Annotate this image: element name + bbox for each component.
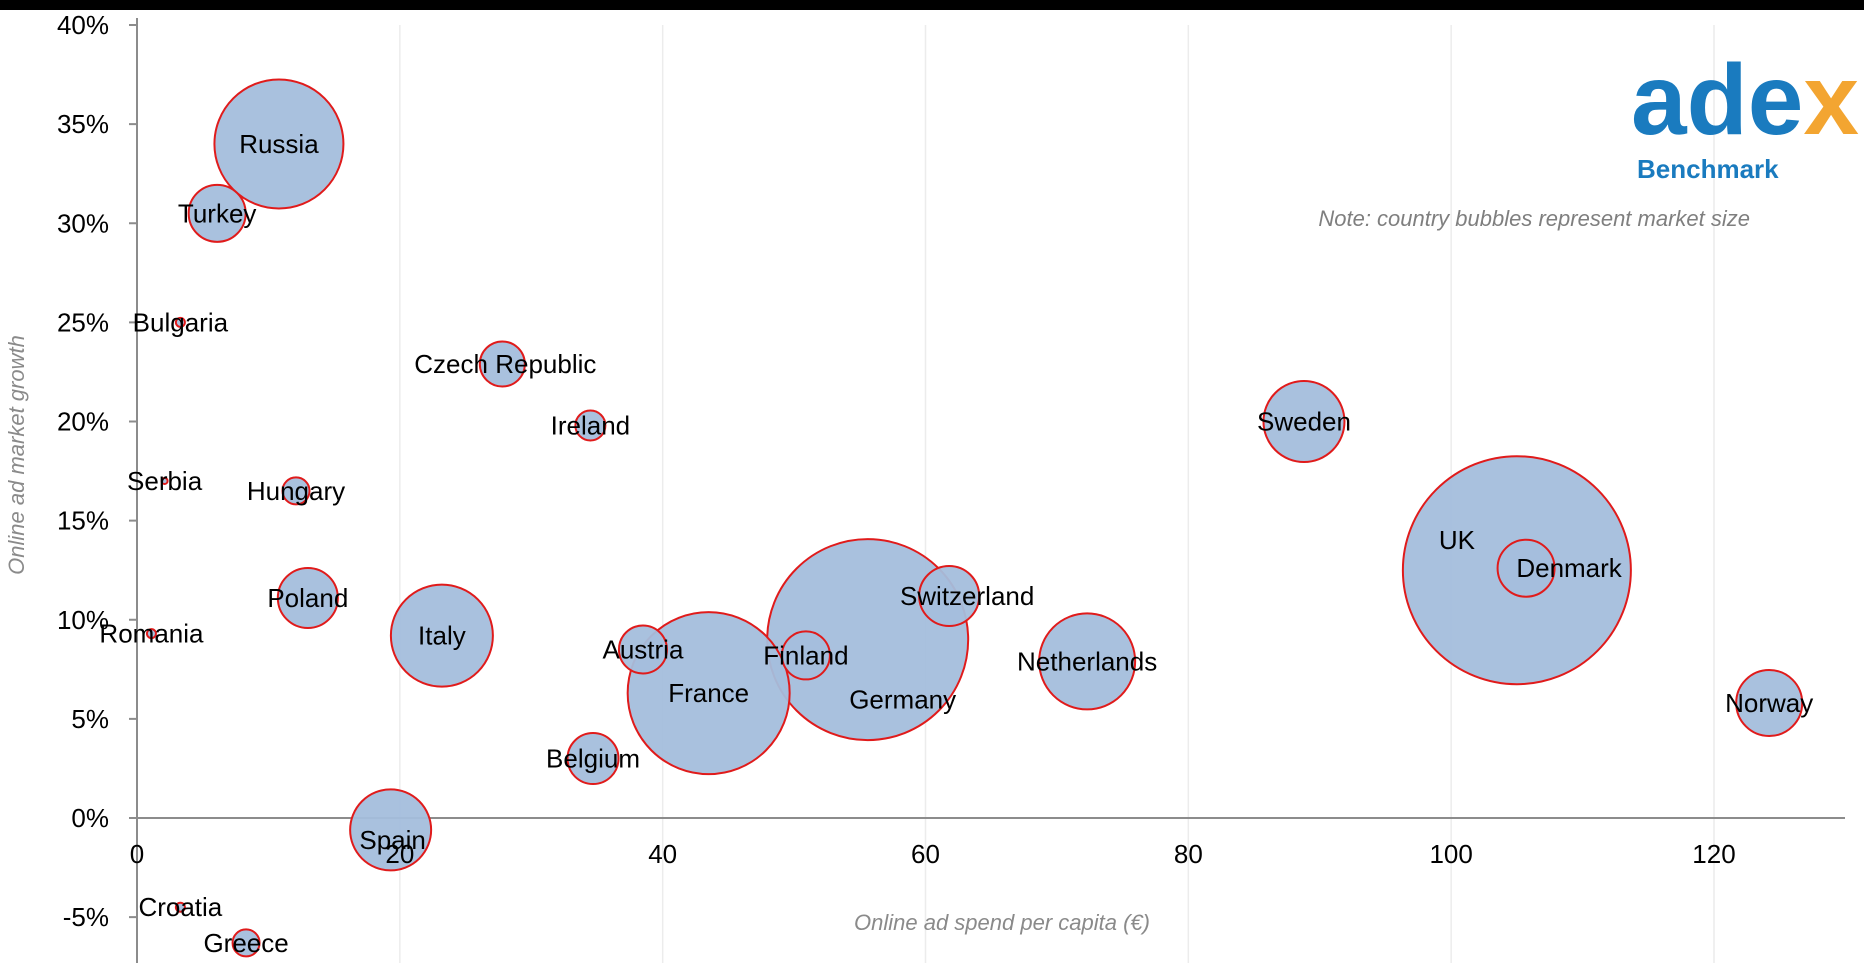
bubble-label-norway: Norway [1725,688,1813,718]
logo-main-text: ade [1631,44,1803,156]
bubble-label-italy: Italy [418,621,466,651]
bubble-label-turkey: Turkey [178,198,257,228]
y-tick-label: 10% [57,605,109,635]
bubble-greece [231,928,261,958]
y-tick-label: -5% [63,902,109,932]
logo-subtitle: Benchmark [1637,154,1779,184]
adex-logo: adex Benchmark [1631,44,1859,184]
bubble-label-ireland: Ireland [551,410,631,440]
y-tick-label: 40% [57,10,109,40]
bubble-austria [617,624,668,675]
bubble-label-netherlands: Netherlands [1017,646,1157,676]
bubble-serbia [160,476,169,485]
bubble-label-croatia: Croatia [138,892,222,922]
bubble-label-france: France [668,678,749,708]
top-border [0,0,1864,10]
bubble-france [626,611,791,776]
bubble-croatia [174,901,186,913]
bubble-label-switzerland: Switzerland [900,581,1034,611]
x-tick-label: 0 [130,839,144,869]
bubble-hungary [281,476,311,506]
bubble-label-greece: Greece [203,928,288,958]
bubble-norway [1735,669,1804,738]
bubble-finland [780,630,831,681]
bubble-sweden [1262,380,1346,463]
y-tick-label: 25% [57,307,109,337]
x-axis-label: Online ad spend per capita (€) [854,910,1150,935]
bubble-spain [349,788,433,872]
y-tick-label: 0% [71,803,109,833]
bubble-denmark [1496,538,1556,598]
x-tick-label: 20 [385,839,414,869]
bubble-label-finland: Finland [763,640,848,670]
bubble-label-uk: UK [1439,525,1476,555]
bubble-turkey [187,183,247,243]
logo-x-letter: x [1803,44,1859,156]
x-tick-label: 80 [1174,839,1203,869]
bubble-label-bulgaria: Bulgaria [133,307,229,337]
logo-text: adex [1631,44,1859,156]
y-tick-label: 5% [71,704,109,734]
bubble-label-belgium: Belgium [546,744,640,774]
y-tick-labels: -5% 0% 5% 10% 15% 20% 25% 30% 35% 40% [57,10,109,932]
bubble-label-spain: Spain [359,825,426,855]
bubble-bulgaria [174,316,186,328]
bubble-romania [145,628,157,640]
bubble-label-poland: Poland [267,583,348,613]
bubble-label-sweden: Sweden [1257,407,1351,437]
bubble-labels: Russia Turkey Bulgaria Czech Republic Irelan… [99,129,1813,958]
y-tick-label: 20% [57,407,109,437]
bubble-label-denmark: Denmark [1516,553,1622,583]
bubble-czech-republic [478,340,526,388]
x-tick-label: 120 [1692,839,1735,869]
bubble-russia [213,78,345,210]
chart-note: Note: country bubbles represent market s… [1318,206,1750,231]
y-axis-label: Online ad market growth [4,335,29,575]
bubble-label-germany: Germany [849,685,956,715]
x-tick-label: 60 [911,839,940,869]
bubble-ireland [574,409,607,442]
bubble-poland [276,566,339,629]
bubble-label-austria: Austria [602,634,683,664]
bubble-label-czech-republic: Czech Republic [414,349,596,379]
bubble-label-russia: Russia [239,129,319,159]
bubble-label-hungary: Hungary [247,476,345,506]
bubble-italy [389,583,494,688]
y-tick-label: 15% [57,506,109,536]
bubble-belgium [566,732,620,786]
bubble-switzerland [918,564,981,627]
bubble-label-romania: Romania [99,619,204,649]
x-tick-label: 100 [1429,839,1472,869]
y-tick-label: 35% [57,109,109,139]
x-tick-labels: 0 20 40 60 80 100 120 [130,839,1736,869]
bubble-label-serbia: Serbia [127,466,203,496]
x-tick-label: 40 [648,839,677,869]
y-tick-label: 30% [57,208,109,238]
bubble-netherlands [1038,612,1137,711]
bubbles [145,78,1804,958]
